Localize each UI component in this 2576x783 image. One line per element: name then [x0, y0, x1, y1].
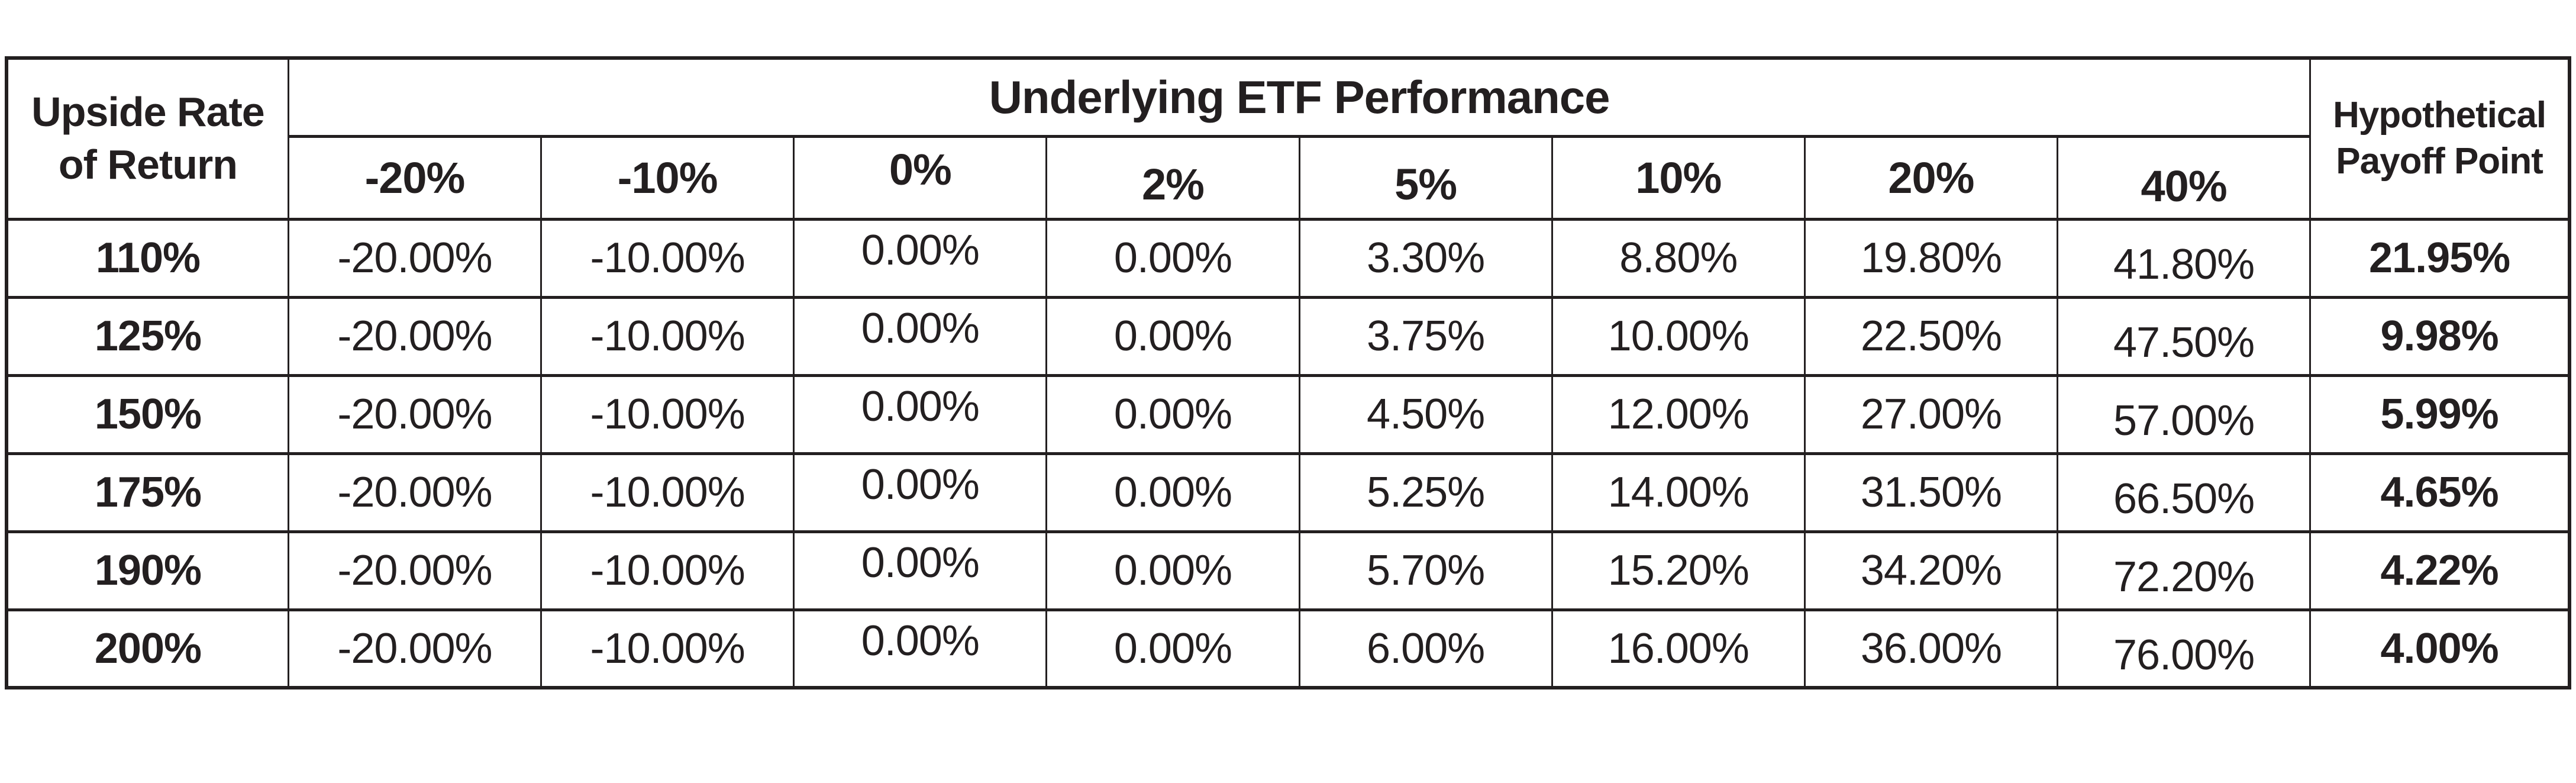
performance-value: 0.00% [793, 452, 1048, 533]
performance-level-header: 5% [1298, 134, 1553, 221]
performance-value: 3.75% [1298, 295, 1553, 377]
performance-value: 41.80% [2056, 217, 2312, 299]
performance-value: 66.50% [2056, 452, 2312, 533]
table-row: 190% -20.00% -10.00% 0.00% 0.00% 5.70% 1… [5, 530, 2571, 611]
performance-value: 0.00% [1045, 452, 1300, 533]
performance-value: 36.00% [1803, 608, 2059, 689]
performance-value: 0.00% [1045, 608, 1300, 689]
table-row: 125% -20.00% -10.00% 0.00% 0.00% 3.75% 1… [5, 295, 2571, 377]
table-row: 175% -20.00% -10.00% 0.00% 0.00% 5.25% 1… [5, 452, 2571, 533]
performance-value: -20.00% [287, 530, 543, 611]
performance-value: 10.00% [1551, 295, 1806, 377]
performance-value: -10.00% [540, 530, 795, 611]
performance-level-header: 40% [2056, 134, 2312, 221]
performance-value: 22.50% [1803, 295, 2059, 377]
performance-value: 19.80% [1803, 217, 2059, 299]
performance-value: 0.00% [1045, 295, 1300, 377]
performance-value: -20.00% [287, 295, 543, 377]
performance-value: 31.50% [1803, 452, 2059, 533]
performance-value: 0.00% [793, 217, 1048, 299]
header-row-performance-levels: -20% -10% 0% 2% 5% 10% 20% 40% [7, 134, 2569, 221]
performance-value: -10.00% [540, 452, 795, 533]
performance-value: 15.20% [1551, 530, 1806, 611]
performance-level-header: 2% [1045, 134, 1300, 221]
performance-value: 47.50% [2056, 295, 2312, 377]
performance-value: -10.00% [540, 373, 795, 455]
performance-value: 76.00% [2056, 608, 2312, 689]
performance-value: -10.00% [540, 608, 795, 689]
underlying-etf-performance-header: Underlying ETF Performance [287, 56, 2312, 138]
row-rate: 200% [5, 608, 289, 689]
performance-level-header: 10% [1551, 134, 1806, 221]
etf-performance-payoff-table: Upside Rate of Return Underlying ETF Per… [5, 56, 2571, 689]
performance-value: 8.80% [1551, 217, 1806, 299]
performance-level-header: 20% [1803, 134, 2059, 221]
performance-value: -20.00% [287, 608, 543, 689]
performance-level-header: 0% [793, 134, 1048, 221]
payoff-value: 21.95% [2309, 217, 2571, 299]
performance-value: 0.00% [1045, 217, 1300, 299]
performance-value: 5.70% [1298, 530, 1553, 611]
performance-value: 6.00% [1298, 608, 1553, 689]
payoff-value: 4.22% [2309, 530, 2571, 611]
payoff-value: 4.00% [2309, 608, 2571, 689]
row-rate: 125% [5, 295, 289, 377]
row-rate: 110% [5, 217, 289, 299]
row-rate: 150% [5, 373, 289, 455]
performance-value: -10.00% [540, 217, 795, 299]
row-rate: 190% [5, 530, 289, 611]
performance-value: 16.00% [1551, 608, 1806, 689]
table-row: 150% -20.00% -10.00% 0.00% 0.00% 4.50% 1… [5, 373, 2571, 455]
performance-value: -20.00% [287, 217, 543, 299]
performance-value: 14.00% [1551, 452, 1806, 533]
performance-value: 72.20% [2056, 530, 2312, 611]
table-row: 110% -20.00% -10.00% 0.00% 0.00% 3.30% 8… [5, 217, 2571, 299]
payoff-value: 9.98% [2309, 295, 2571, 377]
hypothetical-payoff-point-header: Hypothetical Payoff Point [2309, 56, 2571, 221]
performance-value: 0.00% [1045, 530, 1300, 611]
performance-value: 0.00% [793, 373, 1048, 455]
payoff-value: 4.65% [2309, 452, 2571, 533]
performance-value: 3.30% [1298, 217, 1553, 299]
performance-value: 27.00% [1803, 373, 2059, 455]
row-rate: 175% [5, 452, 289, 533]
performance-value: 0.00% [1045, 373, 1300, 455]
performance-value: -20.00% [287, 452, 543, 533]
performance-value: 0.00% [793, 530, 1048, 611]
performance-value: 57.00% [2056, 373, 2312, 455]
table-row: 200% -20.00% -10.00% 0.00% 0.00% 6.00% 1… [5, 608, 2571, 689]
performance-value: 5.25% [1298, 452, 1553, 533]
performance-value: 4.50% [1298, 373, 1553, 455]
performance-level-header: -20% [287, 134, 543, 221]
performance-value: 0.00% [793, 295, 1048, 377]
header-row-primary: Upside Rate of Return Underlying ETF Per… [5, 56, 2571, 221]
performance-value: 34.20% [1803, 530, 2059, 611]
performance-value: 0.00% [793, 608, 1048, 689]
upside-rate-of-return-header: Upside Rate of Return [5, 56, 289, 221]
performance-level-header: -10% [540, 134, 795, 221]
performance-value: -10.00% [540, 295, 795, 377]
performance-value: -20.00% [287, 373, 543, 455]
performance-value: 12.00% [1551, 373, 1806, 455]
payoff-value: 5.99% [2309, 373, 2571, 455]
